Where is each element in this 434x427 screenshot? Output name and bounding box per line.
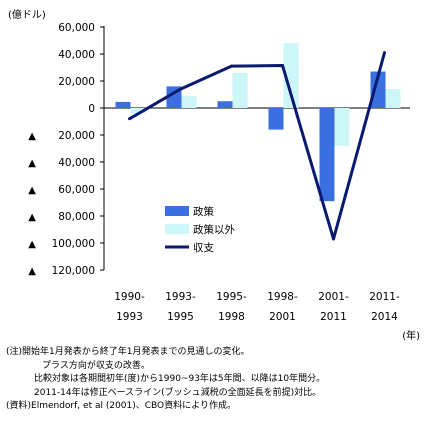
policy-bar xyxy=(268,108,284,130)
x-tick-label: 1993- xyxy=(165,291,196,303)
axes-layer: 60,000 40,000 20,000 0 20,000 ▲ 40,000 ▲ 60,000 ▲… xyxy=(28,22,410,277)
y-axis-unit-label: (億ドル) xyxy=(8,8,46,21)
balance-point xyxy=(281,63,284,67)
legend-label: 政策以外 xyxy=(193,223,235,236)
policy-bar xyxy=(217,101,233,108)
negative-marker-icon: ▲ xyxy=(28,239,36,250)
x-tick-label: 2001 xyxy=(269,311,296,323)
y-tick-label: 100,000 xyxy=(52,238,95,250)
x-tick-label: 1995- xyxy=(216,291,247,303)
y-tick-label: 120,000 xyxy=(52,265,95,277)
note-line: 比較対象は各期間初年(度)から1990~93年は5年間、以降は10年間分。 xyxy=(34,374,326,384)
y-tick-label: 40,000 xyxy=(58,157,95,169)
x-tick-label: 1990- xyxy=(114,291,145,303)
non-policy-bar xyxy=(283,43,299,109)
x-tick-label: 1998 xyxy=(218,311,245,323)
non-policy-bar xyxy=(232,72,248,108)
line-layer xyxy=(128,51,386,241)
x-axis-unit-label: (年) xyxy=(402,329,420,342)
y-tick-label: 60,000 xyxy=(58,22,95,34)
note-line: 2011-14年は修正ベースライン(ブッシュ減税の全面延長を前提)対比。 xyxy=(34,387,322,398)
balance-point xyxy=(179,87,182,91)
legend-label: 収支 xyxy=(193,242,214,254)
negative-marker-icon: ▲ xyxy=(28,266,36,277)
balance-line xyxy=(128,52,386,241)
y-tick-label: 20,000 xyxy=(58,130,95,142)
notes: (注)開始年1月発表から終了年1月発表までの見通しの変化。 プラス方向が収支の改… xyxy=(6,346,432,414)
note-line: (注)開始年1月発表から終了年1月発表までの見通しの変化。 xyxy=(6,347,250,357)
y-tick-label: 40,000 xyxy=(58,49,95,61)
x-axis-labels: 1990- 1993 1993- 1995 1995- 1998 1998- 2001 2001… xyxy=(114,291,400,323)
x-tick-label: 2001- xyxy=(318,291,349,303)
balance-point xyxy=(230,64,233,68)
legend-swatch xyxy=(165,206,189,216)
non-policy-bar xyxy=(181,95,197,108)
negative-marker-icon: ▲ xyxy=(28,212,36,223)
y-tick-label: 20,000 xyxy=(58,76,95,88)
policy-bar xyxy=(370,71,386,108)
non-policy-bar xyxy=(334,108,350,146)
y-tick-label: 0 xyxy=(88,103,95,115)
balance-point xyxy=(383,51,386,55)
legend-swatch xyxy=(165,224,189,234)
budget-change-chart: (億ドル) 60,00040,00020,000020,000▲40,000▲6… xyxy=(8,8,420,342)
balance-point xyxy=(128,117,131,121)
policy-bar xyxy=(115,101,131,108)
legend-label: 政策 xyxy=(193,205,214,218)
negative-marker-icon: ▲ xyxy=(28,131,36,142)
negative-marker-icon: ▲ xyxy=(28,185,36,196)
source-line: (資料)Elmendorf, et al (2001)、CBO資料により作成。 xyxy=(6,401,236,411)
policy-bar xyxy=(319,108,335,202)
x-tick-label: 1995 xyxy=(167,311,194,323)
non-policy-bar xyxy=(385,89,401,108)
x-tick-label: 2011- xyxy=(369,291,400,303)
x-tick-label: 2014 xyxy=(371,311,398,323)
x-tick-label: 1998- xyxy=(267,291,298,303)
y-tick-label: 60,000 xyxy=(58,184,95,196)
note-line: プラス方向が収支の改善。 xyxy=(42,360,150,371)
y-tick-label: 80,000 xyxy=(58,211,95,223)
x-tick-label: 2011 xyxy=(320,311,347,323)
bars-layer xyxy=(115,43,401,202)
non-policy-bar xyxy=(130,108,146,114)
negative-marker-icon: ▲ xyxy=(28,158,36,169)
balance-point xyxy=(332,237,335,241)
x-tick-label: 1993 xyxy=(116,311,143,323)
